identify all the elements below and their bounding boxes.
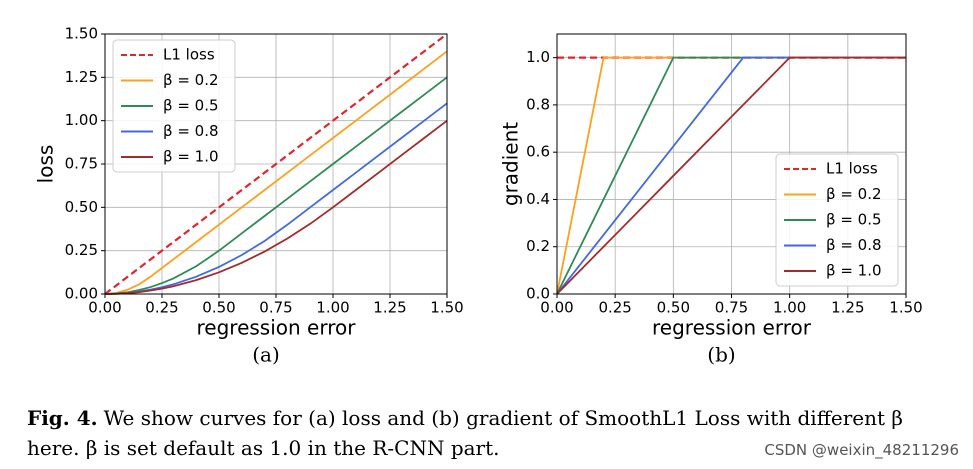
legend-label: L1 loss xyxy=(826,160,878,178)
series-line xyxy=(104,50,448,295)
y-tick-label: 0.8 xyxy=(526,95,550,113)
caption: Fig. 4. We show curves for (a) loss and (… xyxy=(27,403,952,463)
x-axis-label: regression error xyxy=(652,316,812,340)
x-tick-label: 1.50 xyxy=(889,299,922,317)
subplot-label: (b) xyxy=(707,343,735,367)
legend-label: L1 loss xyxy=(163,46,215,64)
legend-label: β = 0.2 xyxy=(163,71,219,89)
y-tick-label: 0.6 xyxy=(526,143,550,161)
x-tick-label: 1.25 xyxy=(373,299,406,317)
watermark: CSDN @weixin_48211296 xyxy=(764,441,959,459)
legend-label: β = 0.8 xyxy=(826,236,882,254)
x-tick-label: 1.00 xyxy=(316,299,349,317)
y-tick-label: 1.25 xyxy=(65,68,98,86)
series-line xyxy=(556,56,906,295)
y-tick-label: 0.2 xyxy=(526,237,550,255)
legend-box xyxy=(112,39,236,173)
series-line xyxy=(104,119,448,295)
x-tick-label: 0.00 xyxy=(540,299,573,317)
y-tick-label: 1.0 xyxy=(526,48,550,66)
series-line xyxy=(104,76,448,295)
x-tick-label: 1.50 xyxy=(430,299,463,317)
x-tick-label: 0.75 xyxy=(715,299,748,317)
caption-text: We show curves for (a) loss and (b) grad… xyxy=(27,406,903,460)
legend-label: β = 0.8 xyxy=(163,122,219,140)
y-tick-label: 0.4 xyxy=(526,190,550,208)
x-tick-label: 0.25 xyxy=(598,299,631,317)
x-tick-label: 1.25 xyxy=(831,299,864,317)
y-tick-label: 0.25 xyxy=(65,241,98,259)
legend-label: β = 1.0 xyxy=(826,262,882,280)
x-tick-label: 0.50 xyxy=(202,299,235,317)
y-tick-label: 0.00 xyxy=(65,285,98,303)
y-tick-label: 0.75 xyxy=(65,155,98,173)
y-tick-label: 0.50 xyxy=(65,198,98,216)
subplot-label: (a) xyxy=(252,343,280,367)
plot-frame xyxy=(556,33,907,295)
plot-frame xyxy=(104,33,448,295)
legend-label: β = 0.2 xyxy=(826,185,882,203)
y-tick-label: 0.0 xyxy=(526,285,550,303)
y-tick-label: 1.50 xyxy=(65,25,98,43)
x-tick-label: 0.50 xyxy=(657,299,690,317)
series-line xyxy=(104,33,448,295)
x-axis-label: regression error xyxy=(197,316,357,340)
y-axis-label: gradient xyxy=(499,122,523,206)
legend-label: β = 1.0 xyxy=(163,148,219,166)
legend-label: β = 0.5 xyxy=(826,211,882,229)
legend-label: β = 0.5 xyxy=(163,97,219,115)
x-tick-label: 0.00 xyxy=(88,299,121,317)
caption-label: Fig. 4. xyxy=(27,406,98,430)
x-tick-label: 0.75 xyxy=(259,299,292,317)
figure: 0.00 0.25 0.50 0.75 1.00 1.25 1.50 0.00 0.25 0.50… xyxy=(34,25,923,367)
y-tick-label: 1.00 xyxy=(65,111,98,129)
legend-box xyxy=(775,153,899,287)
x-tick-label: 0.25 xyxy=(145,299,178,317)
y-axis-label: loss xyxy=(34,145,58,184)
x-tick-label: 1.00 xyxy=(773,299,806,317)
